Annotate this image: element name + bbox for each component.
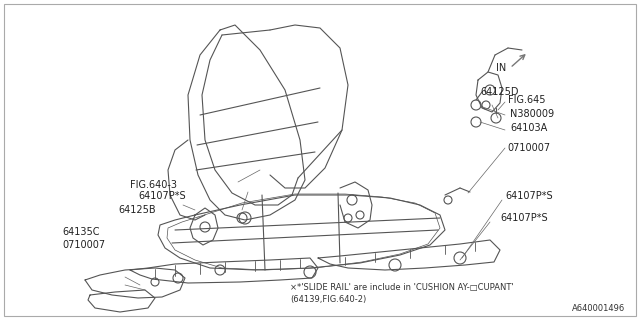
Text: 64125B: 64125B [118, 205, 156, 215]
Text: 64107P*S: 64107P*S [505, 191, 552, 201]
Text: 0710007: 0710007 [507, 143, 550, 153]
Text: 64135C: 64135C [62, 227, 99, 237]
Text: 64107P*S: 64107P*S [500, 213, 548, 223]
Text: 64107P*S: 64107P*S [138, 191, 186, 201]
Text: FIG.645: FIG.645 [508, 95, 545, 105]
Text: FIG.640-3: FIG.640-3 [130, 180, 177, 190]
Text: IN: IN [496, 63, 506, 73]
FancyBboxPatch shape [4, 4, 636, 316]
Text: (64139,FIG.640-2): (64139,FIG.640-2) [290, 295, 366, 304]
Text: A640001496: A640001496 [572, 304, 625, 313]
Text: 64125D: 64125D [480, 87, 518, 97]
Text: N380009: N380009 [510, 109, 554, 119]
Text: ×*'SLIDE RAIL' are include in 'CUSHION AY-□CUPANT': ×*'SLIDE RAIL' are include in 'CUSHION A… [290, 283, 514, 292]
Text: 0710007: 0710007 [62, 240, 105, 250]
Text: 64103A: 64103A [510, 123, 547, 133]
